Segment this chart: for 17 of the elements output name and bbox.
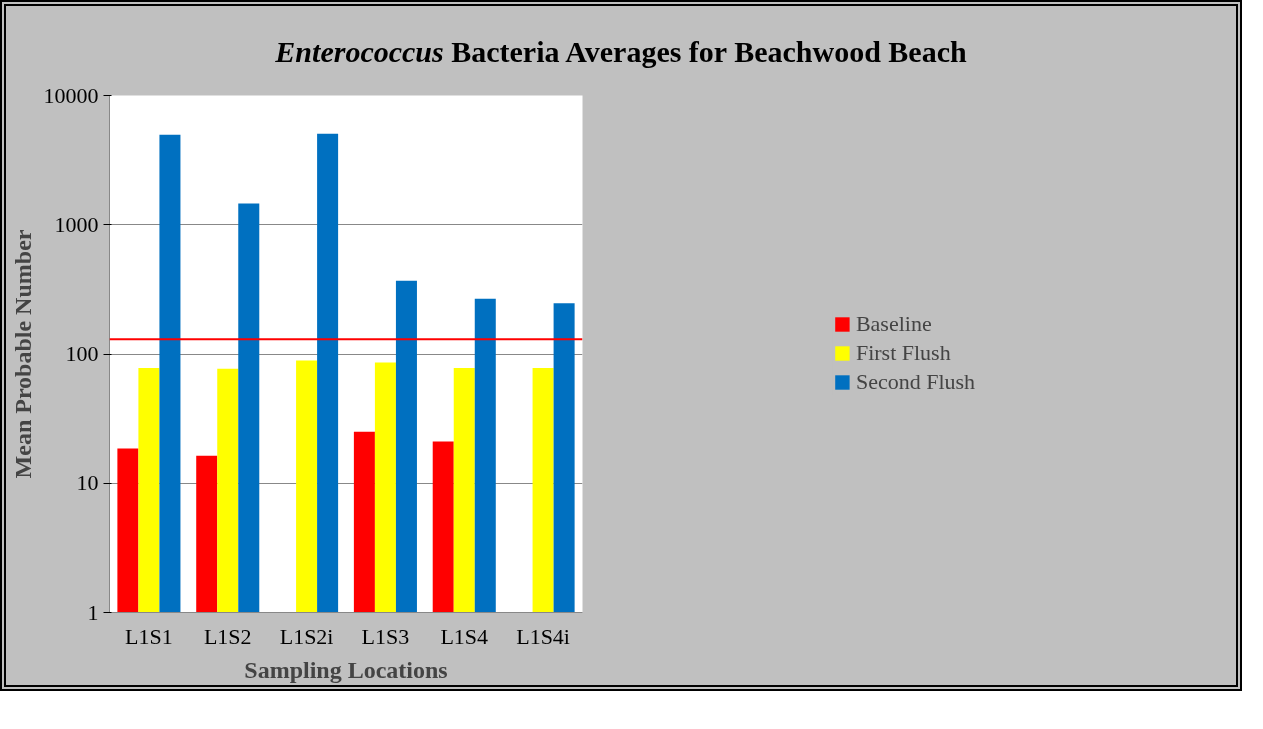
x-tick-label: L1S3 [361,623,410,649]
y-tick-label: 10 [76,470,99,496]
legend-label: First Flush [855,340,951,367]
x-tick-label: L1S4 [440,623,489,649]
x-axis-title: Sampling Locations [244,656,448,683]
y-tick-label: 1 [87,599,99,625]
y-tick-label: 1000 [54,211,99,237]
y-tick-label: 10000 [43,82,99,108]
legend-label: Second Flush [855,369,976,396]
x-tick-label: L1S2i [279,623,334,649]
y-axis-title: Mean Probable Number [9,229,36,479]
x-tick-label: L1S2 [203,623,252,649]
y-tick-label: 100 [65,340,99,366]
x-tick-label: L1S1 [125,623,173,649]
chart-title: Enterococcus Bacteria Averages for Beachwood Beach [275,34,967,70]
legend-label: Baseline [855,311,932,338]
x-tick-label: L1S4i [516,623,570,649]
